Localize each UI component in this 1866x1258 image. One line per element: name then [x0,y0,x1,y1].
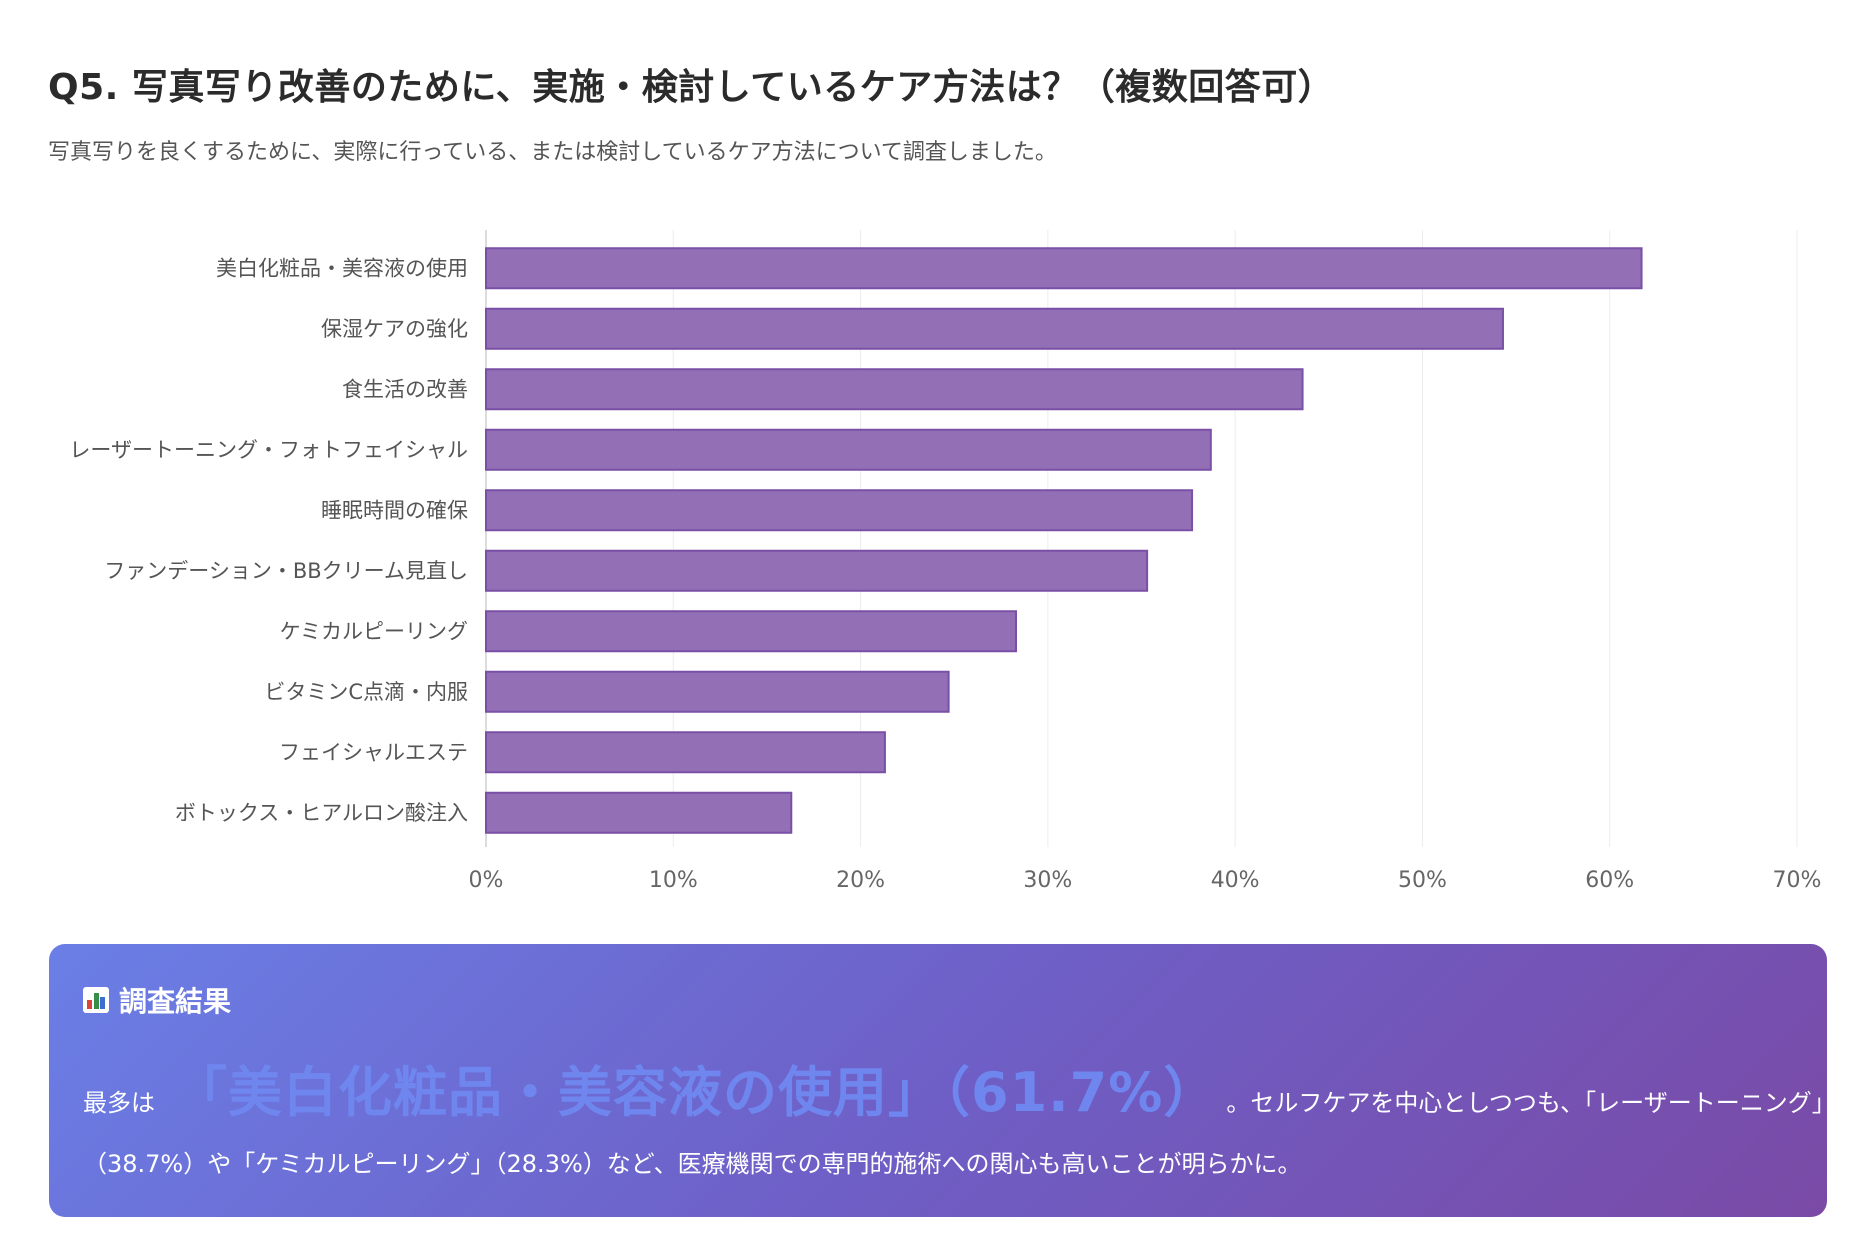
category-label: 食生活の改善 [342,377,468,401]
result-line1-rest: 。セルフケアを中心としつつも、「レーザートーニング」 [1226,1089,1836,1117]
category-label: ファンデーション・BBクリーム見直し [104,559,468,583]
result-summary-box: 調査結果 最多は 「美白化粧品・美容液の使用」（61.7%） 。セルフケアを中心… [49,944,1836,1217]
bar-chart: 0% 10% 20% 30% 40% 50% 60% 70% 美白化粧品・美容液の使用保湿ケアの… [69,230,1822,893]
result-heading-text: 調査結果 [119,985,232,1018]
x-tick-label: 60% [1585,868,1634,893]
bar [485,670,950,713]
x-tick-label: 30% [1023,868,1072,893]
x-tick-label: 10% [649,868,698,893]
bar [485,247,1643,290]
bar [485,307,1504,350]
bar [485,731,886,774]
bar [485,610,1018,653]
bar [485,428,1212,471]
bar [485,791,793,834]
category-label: ボトックス・ヒアルロン酸注入 [175,801,468,825]
category-label: レーザートーニング・フォトフェイシャル [69,438,468,462]
page-subtitle: 写真写りを良くするために、実際に行っている、または検討しているケア方法について調… [48,140,1057,165]
category-label: 睡眠時間の確保 [321,498,468,522]
x-tick-label: 40% [1211,868,1260,893]
category-label: 美白化粧品・美容液の使用 [216,256,468,280]
category-label: フェイシャルエステ [279,740,468,764]
bar [485,549,1149,592]
x-tick-label: 20% [836,868,885,893]
result-heading: 調査結果 [83,980,231,1020]
x-tick-label: 0% [469,868,504,893]
result-highlight: 「美白化粧品・美容液の使用」（61.7%） [173,1061,1219,1124]
x-tick-label: 70% [1773,868,1822,893]
result-line-1: 最多は 「美白化粧品・美容液の使用」（61.7%） 。セルフケアを中心としつつも… [83,1048,1836,1127]
category-label: ビタミンC点滴・内服 [264,680,468,704]
category-label: ケミカルピーリング [280,619,468,643]
x-tick-label: 50% [1398,868,1447,893]
bar [485,368,1304,411]
result-line-2: （38.7%）や「ケミカルピーリング」（28.3%）など、医療機関での専門的施術… [83,1150,1302,1178]
result-prefix: 最多は [83,1089,155,1117]
bar [485,489,1194,532]
category-label: 保湿ケアの強化 [321,317,468,341]
page-title: Q5. 写真写り改善のために、実施・検討しているケア方法は？（複数回答可） [48,67,1335,108]
bar-chart-icon [83,987,109,1013]
